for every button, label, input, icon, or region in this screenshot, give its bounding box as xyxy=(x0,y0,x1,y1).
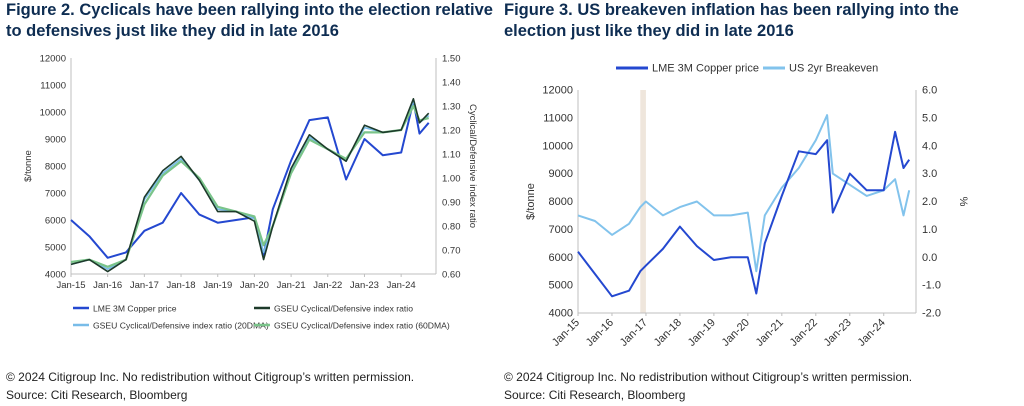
figure-2-chart: 4000 5000 6000 7000 8000 9000 10000 11000 12000 0… xyxy=(23,54,478,331)
y-tick-label-left: 10000 xyxy=(40,108,66,119)
legend-label: LME 3M Copper price xyxy=(93,304,177,314)
y-tick-label-left: 7000 xyxy=(549,224,573,236)
x-tick-label: Jan-18 xyxy=(167,280,196,291)
y-tick-label-right: 1.40 xyxy=(442,78,461,89)
y-tick-label-right: 2.0 xyxy=(922,196,937,208)
x-tick-label: Jan-16 xyxy=(93,280,122,291)
y-axis-title-right: % xyxy=(957,197,969,207)
y-tick-label-right: 0.80 xyxy=(442,222,461,233)
figure-3-copyright: © 2024 Citigroup Inc. No redistribution … xyxy=(504,370,913,384)
x-tick-label: Jan-20 xyxy=(240,280,269,291)
figure-2-source: Source: Citi Research, Bloomberg xyxy=(6,388,188,402)
y-tick-label-left: 6000 xyxy=(45,216,66,227)
x-tick-label: Jan-23 xyxy=(822,317,854,349)
y-tick-label-left: 9000 xyxy=(45,135,66,146)
y-tick-label-left: 9000 xyxy=(549,168,573,180)
legend-label: GSEU Cyclical/Defensive index ratio (60D… xyxy=(274,321,450,331)
y-tick-label-right: 1.10 xyxy=(442,150,461,161)
figure-3-panel: Figure 3. US breakeven inflation has bee… xyxy=(504,0,1024,406)
x-tick-label: Jan-19 xyxy=(686,317,718,349)
x-tick-label: Jan-19 xyxy=(203,280,232,291)
x-tick-label: Jan-18 xyxy=(652,317,684,349)
series-line-lme-3m-copper-price xyxy=(70,100,430,259)
y-tick-label-right: 1.50 xyxy=(442,54,461,65)
y-tick-label-left: 5000 xyxy=(549,280,573,292)
y-axis-title-right: Cyclical/Defensive index ratio xyxy=(467,104,478,228)
y-tick-label-left: 12000 xyxy=(542,85,573,97)
x-tick-label: Jan-24 xyxy=(856,317,888,349)
x-tick-label: Jan-15 xyxy=(550,317,582,349)
y-tick-label-right: 4.0 xyxy=(922,140,937,152)
figure-3-chart: 4000 5000 6000 7000 8000 9000 10000 11000 12000 -… xyxy=(525,63,969,349)
y-axis-title-left: $/tonne xyxy=(23,150,34,182)
y-tick-label-left: 11000 xyxy=(543,112,573,124)
y-tick-label-right: 1.30 xyxy=(442,102,461,113)
x-tick-label: Jan-21 xyxy=(277,280,306,291)
legend-label: GSEU Cyclical/Defensive index ratio (20D… xyxy=(93,321,269,331)
x-tick-label: Jan-20 xyxy=(720,317,752,349)
x-tick-label: Jan-17 xyxy=(618,317,650,349)
y-tick-label-right: 0.0 xyxy=(922,252,937,264)
y-tick-label-left: 6000 xyxy=(549,252,573,264)
y-tick-label-right: 1.00 xyxy=(442,174,461,185)
y-tick-label-right: 0.90 xyxy=(442,198,461,209)
figure-2-panel: Figure 2. Cyclicals have been rallying i… xyxy=(0,0,500,406)
y-tick-label-right: 3.0 xyxy=(922,168,937,180)
x-tick-label: Jan-17 xyxy=(130,280,159,291)
y-tick-label-left: 5000 xyxy=(45,243,66,254)
x-tick-label: Jan-21 xyxy=(754,317,786,349)
series-line-gseu-cyclical-defensive-index-ratio xyxy=(70,98,430,273)
legend-label: GSEU Cyclical/Defensive index ratio xyxy=(274,304,413,314)
y-tick-label-left: 11000 xyxy=(40,81,66,92)
series-line-us-2yr-breakeven xyxy=(577,114,911,273)
shaded-election-period xyxy=(640,90,646,313)
x-tick-label: Jan-23 xyxy=(350,280,379,291)
y-tick-label-right: 5.0 xyxy=(922,112,937,124)
y-tick-label-right: 1.20 xyxy=(442,126,461,137)
series-line-lme-3m-copper-price xyxy=(577,130,911,298)
y-tick-label-left: 4000 xyxy=(549,308,573,320)
y-tick-label-left: 12000 xyxy=(40,54,66,65)
y-tick-label-right: -2.0 xyxy=(922,308,941,320)
y-axis-title-left: $/tonne xyxy=(525,183,537,220)
y-tick-label-right: 0.70 xyxy=(442,246,461,257)
series-line-gseu-cyclical-defensive-index-ratio-20dma xyxy=(70,100,430,271)
figure-2-copyright: © 2024 Citigroup Inc. No redistribution … xyxy=(6,370,415,384)
figure-3-source: Source: Citi Research, Bloomberg xyxy=(504,388,686,402)
y-tick-label-left: 7000 xyxy=(45,189,66,200)
y-tick-label-right: 1.0 xyxy=(922,224,937,236)
y-tick-label-left: 8000 xyxy=(549,196,573,208)
legend-label: LME 3M Copper price xyxy=(652,63,759,75)
x-tick-label: Jan-16 xyxy=(584,317,616,349)
y-tick-label-right: 0.60 xyxy=(442,270,461,281)
x-tick-label: Jan-22 xyxy=(788,317,820,349)
figure-3-title: Figure 3. US breakeven inflation has bee… xyxy=(504,1,959,40)
x-tick-label: Jan-15 xyxy=(56,280,85,291)
x-tick-label: Jan-24 xyxy=(387,280,416,291)
y-tick-label-right: 6.0 xyxy=(922,85,937,97)
y-tick-label-left: 10000 xyxy=(542,140,573,152)
legend-label: US 2yr Breakeven xyxy=(789,63,878,75)
x-tick-label: Jan-22 xyxy=(313,280,342,291)
y-tick-label-left: 4000 xyxy=(45,270,66,281)
y-tick-label-right: -1.0 xyxy=(922,280,941,292)
y-tick-label-left: 8000 xyxy=(45,162,66,173)
figure-2-title: Figure 2. Cyclicals have been rallying i… xyxy=(6,1,493,40)
